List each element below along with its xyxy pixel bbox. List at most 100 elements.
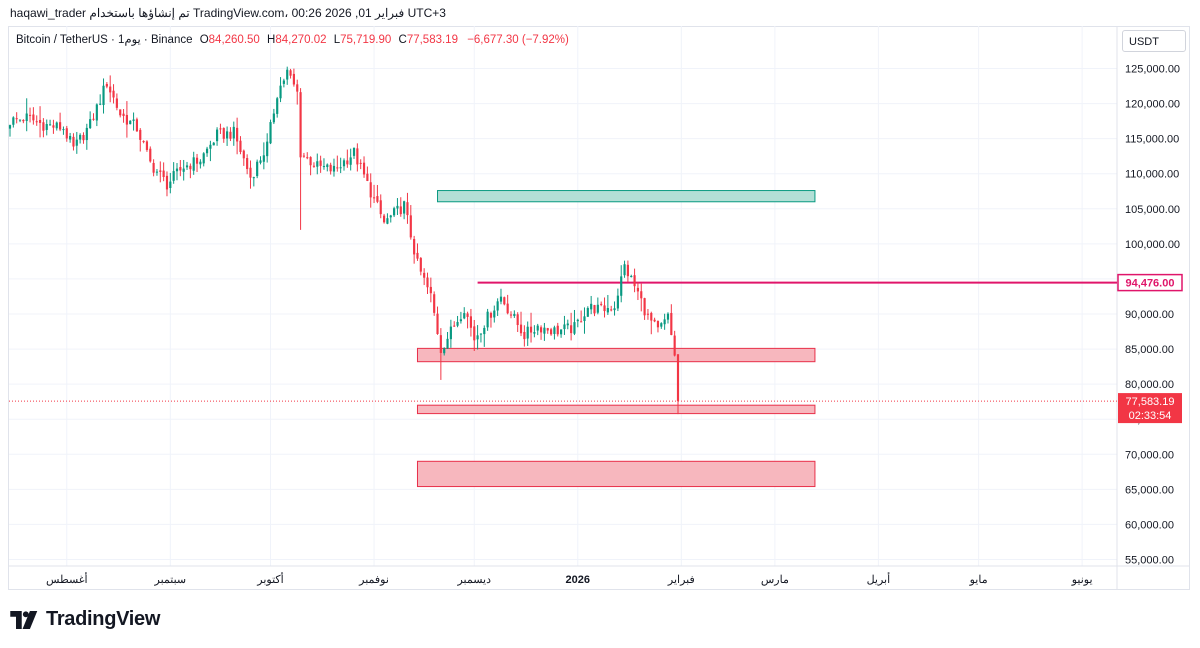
candle: [376, 196, 379, 202]
candle: [339, 167, 342, 169]
candle: [526, 326, 529, 339]
candle: [199, 161, 202, 165]
candle: [22, 119, 25, 122]
candle: [379, 200, 382, 215]
candle: [666, 313, 670, 320]
candle: [236, 127, 239, 142]
candle: [219, 128, 222, 130]
candle: [79, 134, 82, 140]
candle: [82, 134, 85, 141]
candle: [533, 332, 536, 334]
candle: [145, 141, 149, 150]
candle: [319, 160, 322, 166]
candle: [322, 166, 326, 168]
candle: [646, 313, 650, 315]
candle: [476, 335, 479, 340]
candle: [389, 215, 392, 218]
change-value: −6,677.30 (−7.92%): [467, 34, 569, 46]
symbol-name[interactable]: Bitcoin / TetherUS · 1يوم · Binance: [16, 34, 193, 46]
x-tick-label: أبريل: [867, 572, 891, 586]
candle: [549, 329, 553, 335]
candle: [259, 160, 262, 163]
high-value: 84,270.02: [275, 34, 327, 46]
candle: [640, 291, 643, 299]
candle: [25, 113, 28, 122]
candle: [269, 122, 272, 144]
candle: [586, 308, 589, 317]
candle: [242, 150, 245, 159]
candle: [35, 121, 38, 123]
candle: [463, 313, 466, 319]
candle: [302, 155, 306, 157]
candle: [403, 201, 406, 214]
candle: [99, 103, 102, 105]
candle: [503, 297, 506, 305]
candle: [616, 295, 619, 309]
y-tick-label: 120,000.00: [1125, 99, 1180, 111]
candle: [192, 157, 195, 171]
candle: [406, 202, 409, 216]
candle: [162, 170, 165, 178]
candle: [55, 122, 58, 129]
candle: [89, 119, 92, 129]
candle: [215, 129, 219, 142]
candle: [509, 314, 513, 316]
candle: [332, 165, 336, 172]
tradingview-logo: TradingView: [10, 608, 160, 631]
candle: [28, 114, 32, 116]
candle: [606, 308, 609, 313]
candle: [593, 305, 596, 314]
candle: [613, 308, 616, 311]
currency-button[interactable]: USDT: [1122, 30, 1186, 52]
candle: [132, 119, 135, 121]
candle: [596, 304, 599, 313]
candle: [670, 312, 673, 335]
x-tick-label: نوفمبر: [358, 574, 389, 586]
candle: [306, 157, 309, 159]
candle: [573, 322, 576, 334]
candle: [42, 122, 45, 131]
candle: [349, 157, 352, 165]
candle: [262, 155, 265, 162]
y-tick-label: 70,000.00: [1125, 449, 1174, 461]
candle: [155, 171, 159, 173]
candle: [102, 85, 105, 106]
candle: [372, 197, 376, 199]
candle: [105, 84, 108, 87]
resistance-price-label: 94,476.00: [1126, 278, 1175, 290]
candle: [276, 98, 279, 114]
candle: [172, 171, 175, 181]
open-label: O: [199, 34, 209, 46]
y-tick-label: 100,000.00: [1125, 239, 1180, 251]
candle: [239, 140, 242, 152]
x-tick-label: أغسطس: [46, 572, 88, 586]
y-tick-label: 115,000.00: [1125, 134, 1179, 146]
candle: [413, 238, 416, 255]
candle: [312, 165, 316, 167]
candle: [226, 131, 229, 139]
candle: [489, 312, 493, 318]
candle: [52, 125, 55, 128]
candle: [600, 303, 603, 305]
candle: [560, 329, 563, 335]
candle: [125, 114, 128, 125]
candle: [329, 164, 332, 172]
candle: [643, 298, 646, 316]
candle: [449, 326, 452, 340]
candle: [299, 92, 302, 158]
candle: [469, 316, 473, 328]
candle: [676, 354, 680, 402]
resistance-price-tag: [1117, 273, 1183, 292]
y-tick-label: 55,000.00: [1125, 555, 1174, 567]
supply-zone: [437, 190, 816, 203]
candle: [516, 314, 519, 326]
candle: [553, 327, 556, 334]
x-tick-label: مايو: [969, 574, 988, 586]
candle: [266, 141, 269, 157]
candle: [576, 319, 579, 322]
candle: [8, 125, 12, 129]
candle: [416, 252, 419, 259]
candle: [439, 335, 442, 353]
candle: [282, 80, 285, 84]
